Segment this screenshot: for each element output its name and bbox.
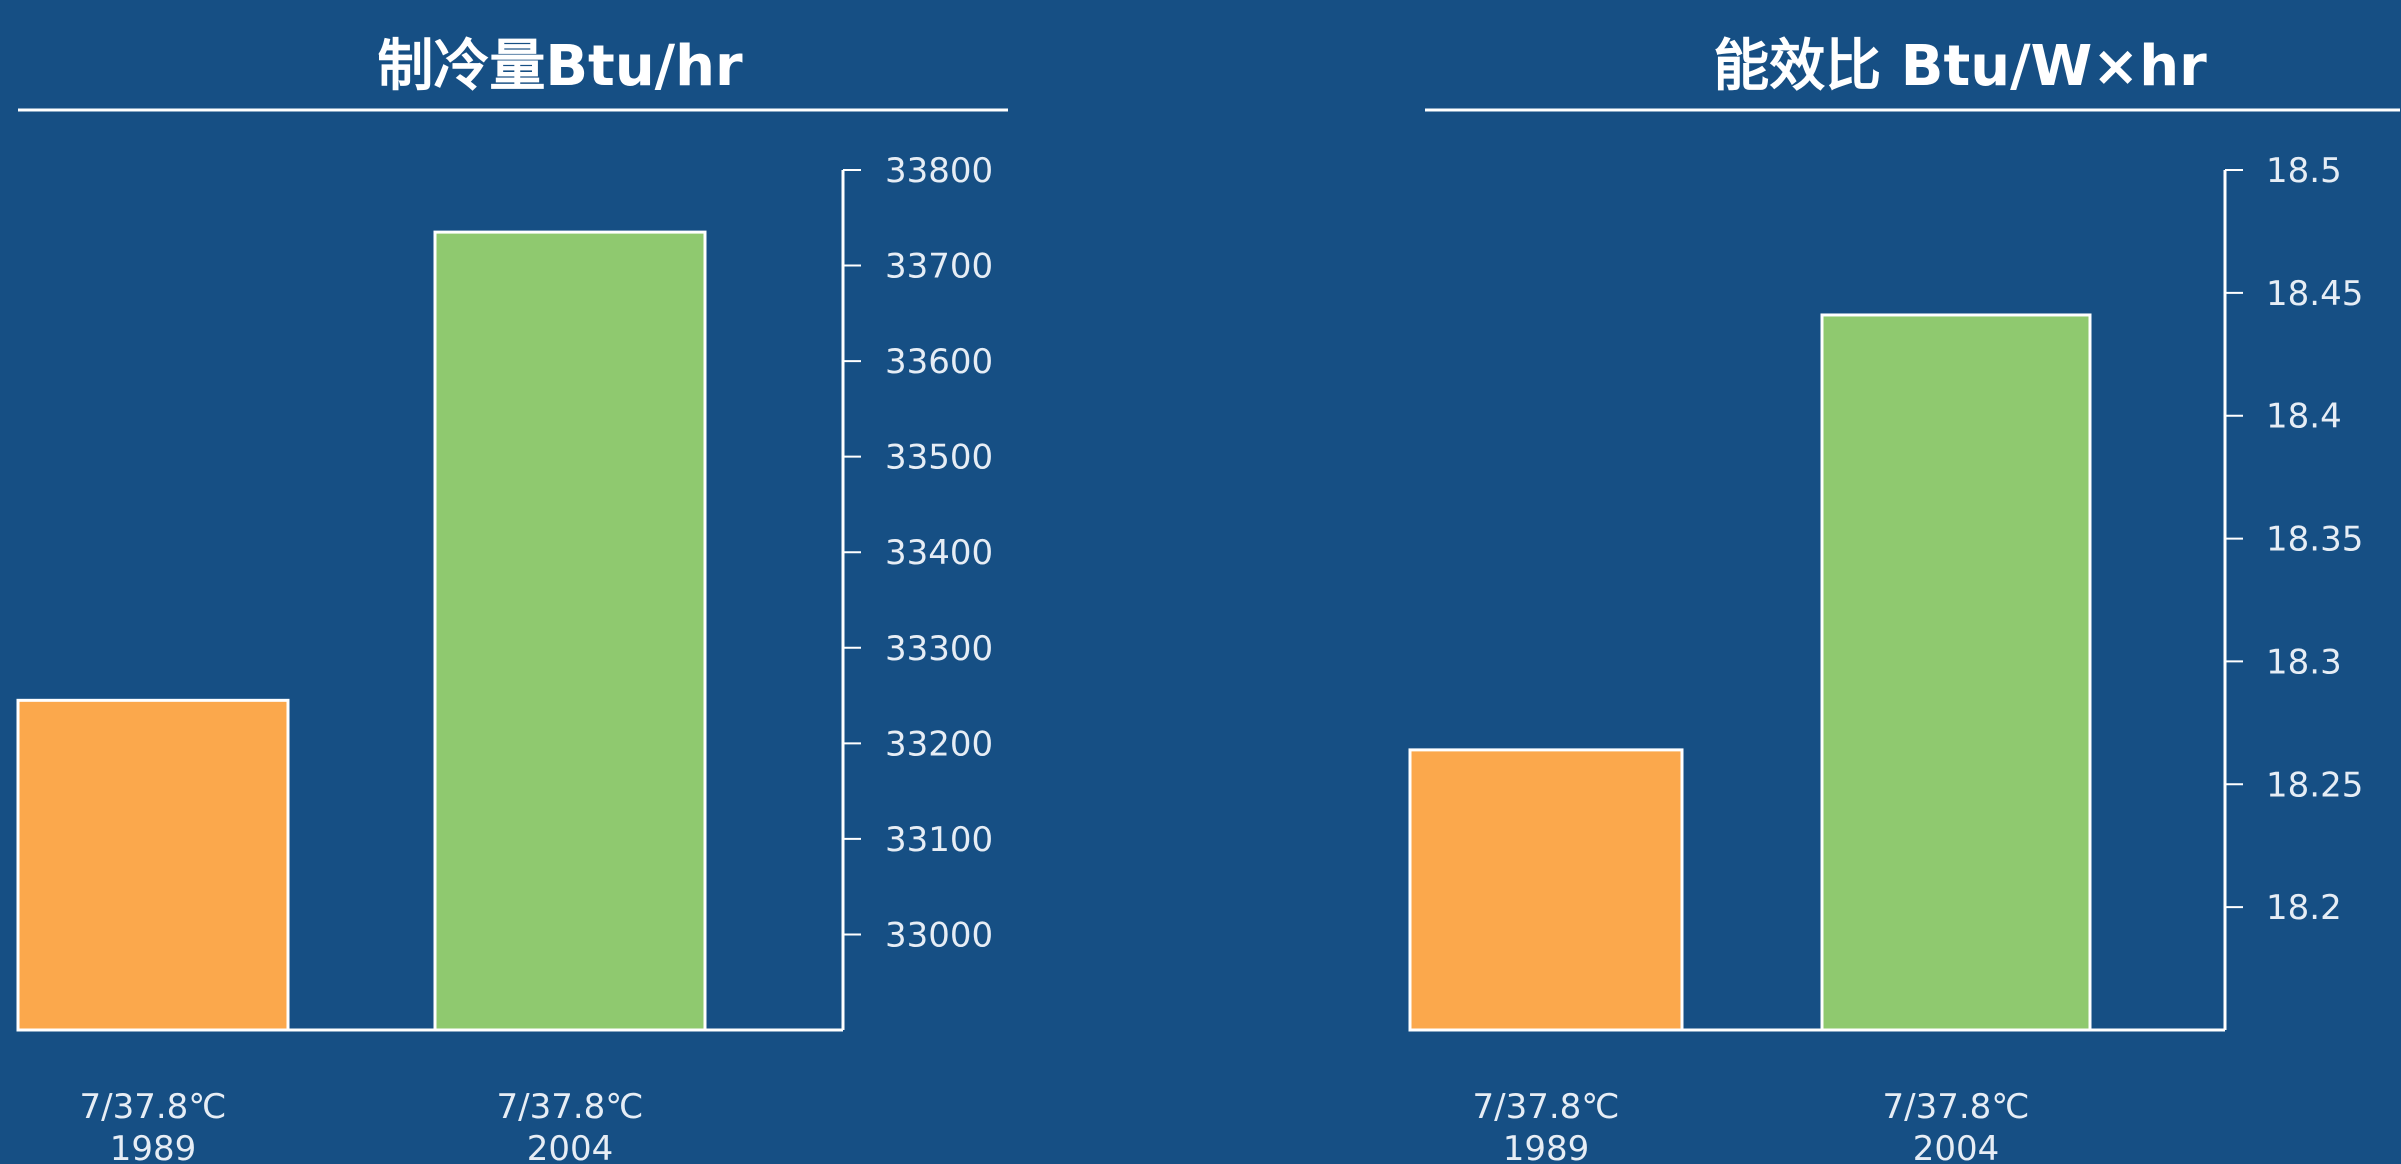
category-label-condition: 7/37.8℃ [80, 1087, 227, 1127]
y-tick-label: 18.35 [2266, 520, 2363, 560]
y-tick-label: 18.3 [2266, 642, 2342, 682]
bar-1989 [16, 698, 290, 1032]
category-label-condition: 7/37.8℃ [1473, 1087, 1620, 1127]
chart-title: 能效比 Btu/W×hr [1713, 34, 2207, 99]
bar-1989 [1408, 748, 1684, 1032]
y-tick-label: 18.45 [2266, 274, 2363, 314]
chart-title: 制冷量Btu/hr [377, 34, 743, 99]
y-tick-label: 33400 [885, 533, 993, 573]
y-tick-label: 33500 [885, 438, 993, 478]
y-axis: 18.2 18.25 18.3 18.35 18.4 18.45 18.5 [1410, 151, 2363, 1032]
category-label-condition: 7/37.8℃ [1883, 1087, 2030, 1127]
y-tick-label: 18.5 [2266, 151, 2342, 191]
bars-group [1408, 313, 2092, 1032]
y-tick-label: 18.4 [2266, 397, 2342, 437]
chart-efficiency-ratio: 能效比 Btu/W×hr 18.2 18.25 18.3 18.35 18.4 18.45… [1408, 34, 2400, 1164]
bar-2004 [1820, 313, 2092, 1032]
y-tick-label: 33600 [885, 342, 993, 382]
bars-group [16, 230, 707, 1032]
category-label-condition: 7/37.8℃ [497, 1087, 644, 1127]
y-tick-label: 33200 [885, 724, 993, 764]
y-tick-label: 33000 [885, 915, 993, 955]
chart-cooling-capacity: 制冷量Btu/hr 33000 33100 33200 33300 33400 33500… [16, 34, 1008, 1164]
y-tick-label: 33800 [885, 151, 993, 191]
y-tick-label: 33700 [885, 247, 993, 287]
category-label-year: 1989 [110, 1129, 197, 1164]
y-tick-label: 18.25 [2266, 765, 2363, 805]
category-label-year: 1989 [1503, 1129, 1590, 1164]
bar-2004 [433, 230, 707, 1032]
category-label-year: 2004 [527, 1129, 614, 1164]
y-tick-label: 33100 [885, 820, 993, 860]
category-label-year: 2004 [1913, 1129, 2000, 1164]
y-axis: 33000 33100 33200 33300 33400 33500 33600 33700… [18, 151, 993, 1032]
y-tick-label: 18.2 [2266, 888, 2342, 928]
y-tick-label: 33300 [885, 629, 993, 669]
